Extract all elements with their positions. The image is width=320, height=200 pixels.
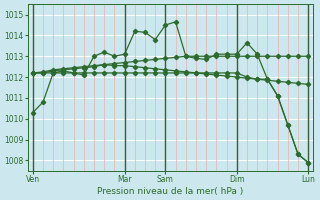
- X-axis label: Pression niveau de la mer( hPa ): Pression niveau de la mer( hPa ): [97, 187, 244, 196]
